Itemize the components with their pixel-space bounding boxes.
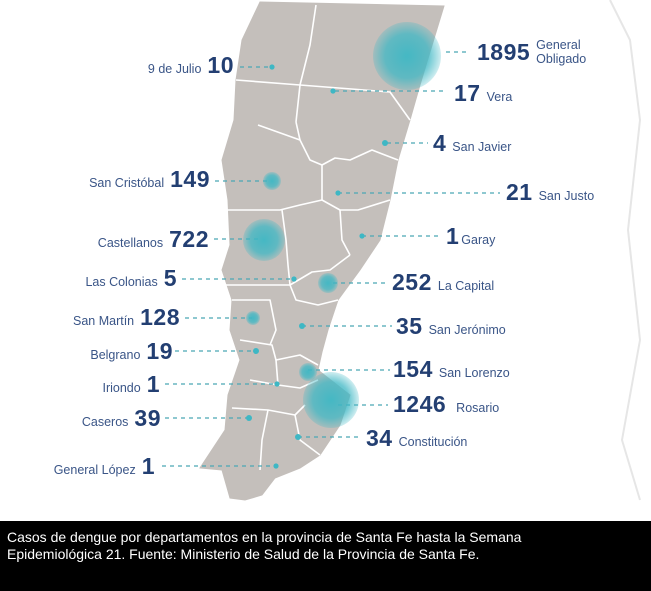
dept-cases: 128	[140, 304, 180, 330]
dot-caseros	[246, 415, 252, 421]
dot-belgrano	[253, 348, 259, 354]
dept-cases: 35	[396, 313, 423, 339]
dept-cases: 149	[170, 166, 210, 192]
dept-name: Constitución	[398, 435, 468, 449]
dept-name: Las Colonias	[85, 275, 158, 289]
dept-cases: 21	[506, 179, 533, 205]
label-garay: 1 Garay	[446, 223, 495, 250]
bubble-castellanos	[243, 219, 285, 261]
bubble-rosario	[303, 372, 359, 428]
dot-las-colonias	[291, 276, 297, 282]
dept-name: Caseros	[81, 415, 129, 429]
dept-cases: 10	[207, 52, 234, 78]
dot-general-lopez	[273, 463, 279, 469]
dept-cases: 1	[141, 453, 155, 479]
dept-name: La Capital	[437, 279, 495, 293]
label-las-colonias: Las Colonias 5	[85, 265, 177, 292]
dept-name: San Martín	[72, 314, 135, 328]
dept-name: General Obligado	[536, 38, 586, 66]
bubble-general-obligado	[373, 22, 441, 90]
label-general-lopez: General López 1	[54, 453, 155, 480]
label-san-jeronimo: 35 San Jerónimo	[396, 313, 506, 340]
dept-name: San Javier	[452, 140, 512, 154]
label-san-cristobal: San Cristóbal 149	[89, 166, 210, 193]
caption-text: Casos de dengue por departamentos en la …	[7, 529, 522, 562]
bubble-san-lorenzo	[299, 363, 317, 381]
dept-cases: 34	[366, 425, 393, 451]
label-constitucion: 34 Constitución	[366, 425, 467, 452]
dept-cases: 1895	[477, 38, 531, 65]
label-san-lorenzo: 154 San Lorenzo	[393, 356, 510, 383]
dept-name: Iriondo	[102, 381, 141, 395]
dept-name: Belgrano	[90, 348, 141, 362]
label-9-de-julio: 9 de Julio 10	[148, 52, 234, 79]
label-general-obligado: 1895 General Obligado	[477, 38, 586, 66]
dot-san-justo	[335, 190, 341, 196]
caption-bar: Casos de dengue por departamentos en la …	[0, 521, 651, 591]
label-vera: 17 Vera	[454, 80, 512, 107]
label-belgrano: Belgrano 19	[90, 338, 173, 365]
bubble-san-martin	[246, 311, 260, 325]
label-san-martin: San Martín 128	[73, 304, 180, 331]
dept-name: San Justo	[538, 189, 595, 203]
label-san-justo: 21 San Justo	[506, 179, 594, 206]
dot-iriondo	[274, 381, 280, 387]
dept-cases: 1	[146, 371, 160, 397]
dept-cases: 19	[146, 338, 173, 364]
dept-cases: 154	[393, 356, 433, 382]
background-decoration	[609, 0, 642, 501]
dept-cases: 252	[392, 269, 432, 295]
santa-fe-map	[162, 0, 642, 501]
label-la-capital: 252 La Capital	[392, 269, 494, 296]
label-castellanos: Castellanos 722	[98, 226, 209, 253]
bubble-san-cristobal	[263, 172, 281, 190]
bubble-la-capital	[318, 273, 338, 293]
dept-cases: 4	[433, 130, 447, 156]
dot-constitucion	[295, 434, 301, 440]
dot-san-javier	[382, 140, 388, 146]
dot-vera	[330, 88, 336, 94]
dept-name: Rosario	[456, 401, 500, 415]
dept-name: Garay	[461, 233, 496, 247]
dept-name: Vera	[486, 90, 513, 104]
department-borders	[222, 4, 411, 471]
dept-name: San Jerónimo	[428, 323, 506, 337]
dot-garay	[359, 233, 365, 239]
dept-name: San Lorenzo	[438, 366, 510, 380]
dept-name: General López	[53, 463, 136, 477]
dot-san-jeronimo	[299, 323, 305, 329]
dept-cases: 5	[163, 265, 177, 291]
dept-cases: 17	[454, 80, 481, 106]
label-rosario: 1246 Rosario	[393, 391, 499, 418]
dept-cases: 1246	[393, 391, 447, 417]
dept-cases: 39	[134, 405, 161, 431]
dept-name: San Cristóbal	[89, 176, 165, 190]
dept-name-line-1: General	[536, 38, 581, 52]
dept-cases: 722	[169, 226, 209, 252]
dept-name: 9 de Julio	[147, 62, 202, 76]
label-san-javier: 4 San Javier	[433, 130, 511, 157]
dot-9-de-julio	[269, 64, 275, 70]
dept-name: Castellanos	[97, 236, 164, 250]
dept-name-line-2: Obligado	[536, 52, 587, 66]
label-iriondo: Iriondo 1	[102, 371, 160, 398]
case-bubbles	[243, 22, 441, 469]
label-caseros: Caseros 39	[82, 405, 161, 432]
dept-cases: 1	[446, 223, 460, 249]
